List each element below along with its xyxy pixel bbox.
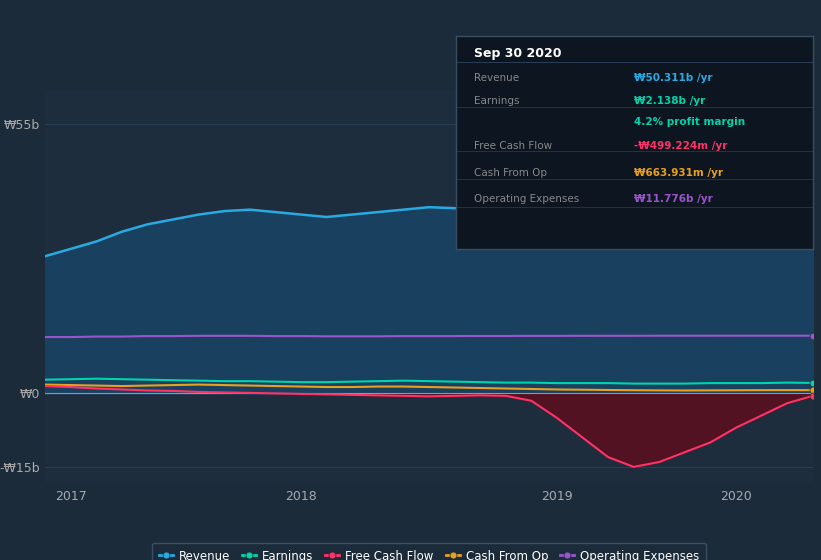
Text: Earnings: Earnings (474, 96, 519, 106)
Text: Free Cash Flow: Free Cash Flow (474, 141, 552, 151)
Text: ₩663.931m /yr: ₩663.931m /yr (635, 169, 723, 178)
Text: -₩499.224m /yr: -₩499.224m /yr (635, 141, 727, 151)
Text: Sep 30 2020: Sep 30 2020 (474, 47, 561, 60)
Text: Operating Expenses: Operating Expenses (474, 194, 579, 204)
Legend: Revenue, Earnings, Free Cash Flow, Cash From Op, Operating Expenses: Revenue, Earnings, Free Cash Flow, Cash … (152, 543, 706, 560)
Text: ₩2.138b /yr: ₩2.138b /yr (635, 96, 705, 106)
Text: Revenue: Revenue (474, 73, 519, 82)
Text: ₩11.776b /yr: ₩11.776b /yr (635, 194, 713, 204)
Text: 4.2% profit margin: 4.2% profit margin (635, 117, 745, 127)
Text: Cash From Op: Cash From Op (474, 169, 547, 178)
Text: ₩50.311b /yr: ₩50.311b /yr (635, 73, 713, 82)
